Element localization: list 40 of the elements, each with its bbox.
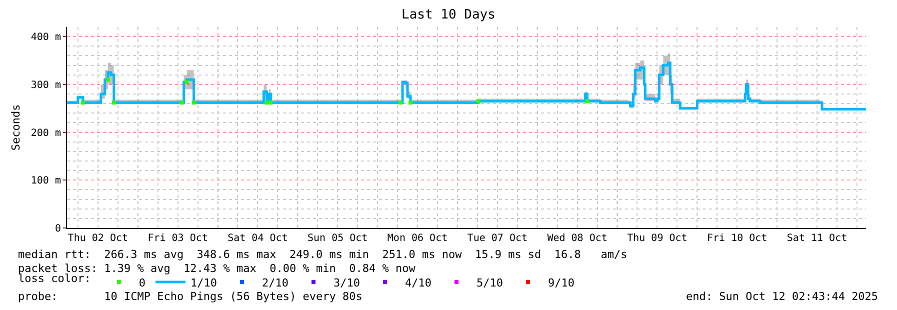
- y-tick-label: 400 m: [30, 32, 61, 44]
- y-tick-label: 100 m: [30, 176, 61, 187]
- legend-label: 1/10: [190, 276, 217, 290]
- x-tick-label: Wed 08 Oct: [547, 233, 608, 244]
- point: [106, 78, 110, 82]
- legend-label: 5/10: [476, 276, 503, 290]
- point: [184, 80, 189, 84]
- x-tick-label: Tue 07 Oct: [467, 233, 528, 244]
- point: [192, 100, 196, 105]
- x-tick-label: Fri 03 Oct: [148, 233, 208, 244]
- text: end: Sun Oct 12 02:43:44 2025: [686, 290, 878, 303]
- chart-title: Last 10 Days: [402, 8, 496, 23]
- x-tick-label: Mon 06 Oct: [387, 233, 448, 244]
- x-tick-label: Thu 02 Oct: [68, 233, 128, 244]
- point: [80, 100, 85, 105]
- point: [398, 100, 403, 105]
- legend-label: 0: [138, 276, 146, 290]
- x-tick-label: Thu 09 Oct: [627, 233, 688, 244]
- x-tick-label: Sat 11 Oct: [786, 233, 848, 244]
- point: [112, 100, 116, 105]
- point: [268, 100, 273, 105]
- x-tick-label: Fri 10 Oct: [707, 233, 768, 244]
- legend-label: 3/10: [333, 276, 360, 290]
- legend-label: 9/10: [548, 276, 574, 290]
- point: [408, 100, 413, 105]
- text: packet loss: 1.39 % avg 12.43 % max 0.00 % min 0.84 % now: [18, 262, 416, 275]
- y-axis-title: Seconds: [10, 104, 23, 151]
- x-tick-label: Sat 04 Oct: [228, 233, 288, 244]
- legend-label: 4/10: [404, 276, 432, 290]
- point: [585, 99, 590, 104]
- legend-label: 2/10: [262, 276, 288, 290]
- text: median rtt: 266.3 ms avg 348.6 ms max 249.0 ms min 251.0 ms now 15.9 ms sd 16.8 am/s: [18, 248, 628, 261]
- point: [264, 100, 269, 105]
- text: probe: 10 ICMP Echo Pings (56 Bytes) every 80s: [18, 290, 362, 303]
- x-tick-label: Sun 05 Oct: [308, 233, 368, 244]
- point: [180, 100, 184, 105]
- y-tick-label: 0: [54, 224, 61, 234]
- y-tick-label: 200 m: [30, 128, 61, 139]
- y-tick-label: 300 m: [30, 80, 61, 91]
- point: [476, 99, 480, 104]
